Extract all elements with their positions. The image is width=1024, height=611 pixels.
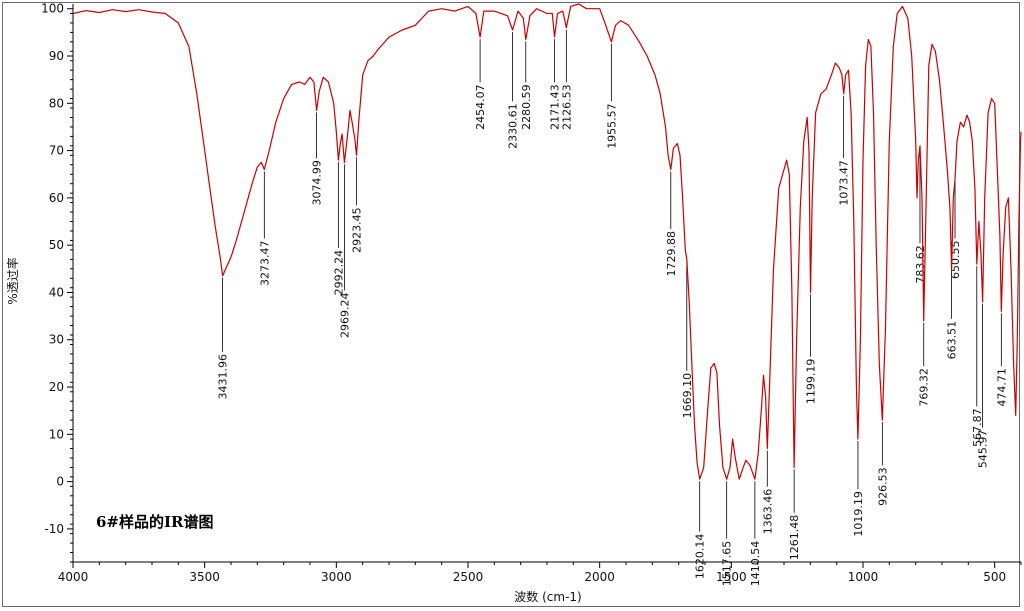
peak-label: 2280.59 bbox=[520, 84, 533, 130]
spectrum-series bbox=[72, 3, 1022, 480]
peak-label: 2330.61 bbox=[507, 103, 520, 149]
x-tick-label: 3000 bbox=[321, 570, 352, 584]
peak-annotation: 1669.10 bbox=[681, 261, 694, 418]
y-tick-label: 80 bbox=[49, 96, 64, 110]
peak-label: 545.97 bbox=[977, 430, 990, 469]
peak-label: 1620.14 bbox=[694, 534, 707, 580]
peak-label: 474.71 bbox=[995, 368, 1008, 407]
y-tick-label: -10 bbox=[44, 522, 64, 536]
y-tick-label: 60 bbox=[49, 191, 64, 205]
peak-label: 926.53 bbox=[876, 467, 889, 506]
peak-label: 1517.65 bbox=[721, 541, 734, 587]
peak-annotation: 783.62 bbox=[914, 147, 927, 284]
peak-label: 2923.45 bbox=[350, 207, 363, 253]
peak-label: 2992.24 bbox=[332, 250, 345, 296]
peak-annotation: 3273.47 bbox=[258, 171, 271, 286]
peak-label: 1410.54 bbox=[749, 541, 762, 587]
peak-annotation: 1199.19 bbox=[805, 294, 818, 404]
x-tick-label: 3500 bbox=[189, 570, 220, 584]
peak-annotation: 474.71 bbox=[995, 313, 1008, 407]
peak-label: 2171.43 bbox=[549, 84, 562, 130]
y-tick-label: 70 bbox=[49, 144, 64, 158]
peak-label: 2454.07 bbox=[474, 84, 487, 130]
peak-annotation: 2454.07 bbox=[474, 39, 487, 130]
peak-annotation: 663.51 bbox=[946, 270, 959, 360]
peak-label: 1669.10 bbox=[681, 373, 694, 419]
peak-label: 1955.57 bbox=[605, 103, 618, 149]
x-tick-label: 2500 bbox=[453, 570, 484, 584]
peak-label: 1261.48 bbox=[788, 515, 801, 561]
peak-label: 3431.96 bbox=[217, 354, 230, 400]
x-tick-label: 4000 bbox=[58, 570, 89, 584]
peak-label: 1363.46 bbox=[761, 489, 774, 534]
peak-annotation: 1363.46 bbox=[761, 450, 774, 534]
peak-annotation: 1620.14 bbox=[694, 481, 707, 579]
x-axis-title: 波数 (cm-1) bbox=[514, 589, 581, 604]
peak-label: 1019.19 bbox=[852, 491, 865, 537]
peak-annotation: 1729.88 bbox=[665, 171, 678, 276]
y-tick-label: 50 bbox=[49, 238, 64, 252]
peak-annotation: 1019.19 bbox=[852, 441, 865, 537]
x-tick-label: 1500 bbox=[716, 570, 747, 584]
y-tick-label: 0 bbox=[56, 475, 64, 489]
peak-label: 3273.47 bbox=[258, 240, 271, 286]
peak-annotation: 1955.57 bbox=[605, 43, 618, 149]
x-tick-label: 1000 bbox=[848, 570, 879, 584]
y-tick-label: 90 bbox=[49, 49, 64, 63]
y-tick-label: 10 bbox=[49, 427, 64, 441]
peak-annotation: 926.53 bbox=[876, 422, 889, 506]
y-axis-title: %透过率 bbox=[5, 257, 20, 304]
peak-annotation: 1517.65 bbox=[721, 481, 734, 586]
chart-title: 6#样品的IR谱图 bbox=[96, 513, 214, 531]
peak-annotation: 2969.24 bbox=[338, 164, 351, 338]
peak-label: 3074.99 bbox=[311, 160, 324, 206]
x-tick-label: 500 bbox=[983, 570, 1006, 584]
peak-annotation: 1073.47 bbox=[838, 95, 851, 206]
peak-annotation: 567.87 bbox=[971, 266, 984, 447]
y-tick-label: 20 bbox=[49, 380, 64, 394]
peak-annotation: 3431.96 bbox=[217, 277, 230, 400]
peak-label: 1729.88 bbox=[665, 231, 678, 276]
peak-label: 2126.53 bbox=[560, 84, 573, 130]
peak-annotation: 769.32 bbox=[918, 322, 931, 407]
peak-annotation: 1410.54 bbox=[749, 481, 762, 586]
tick-marks: -10 0 10 20 30 40 50 60 70 80 90 100 4000 3500 3000 250… bbox=[41, 2, 1022, 584]
peak-annotation: 2330.61 bbox=[507, 32, 520, 149]
peak-annotation: 545.97 bbox=[977, 303, 990, 469]
peak-label: 783.62 bbox=[914, 245, 927, 284]
peak-label: 663.51 bbox=[946, 321, 959, 360]
peak-annotation: 2280.59 bbox=[520, 41, 533, 130]
peak-label: 1199.19 bbox=[805, 359, 818, 405]
peak-annotation: 3074.99 bbox=[311, 112, 324, 206]
peak-annotation: 2992.24 bbox=[332, 162, 345, 295]
peak-annotation: 2126.53 bbox=[560, 29, 573, 130]
y-tick-label: 40 bbox=[49, 285, 64, 299]
peak-label: 769.32 bbox=[918, 368, 931, 407]
peak-label: 1073.47 bbox=[838, 160, 851, 206]
y-tick-label: 30 bbox=[49, 333, 64, 347]
x-tick-label: 2000 bbox=[584, 570, 615, 584]
peak-annotation: 2171.43 bbox=[549, 39, 562, 130]
y-tick-label: 100 bbox=[41, 2, 64, 16]
spectrum-line bbox=[72, 3, 1022, 480]
peak-annotation: 2923.45 bbox=[350, 157, 363, 253]
peak-label: 2969.24 bbox=[338, 292, 351, 338]
peak-annotation: 1261.48 bbox=[788, 469, 801, 560]
peak-label: 567.87 bbox=[971, 408, 984, 447]
